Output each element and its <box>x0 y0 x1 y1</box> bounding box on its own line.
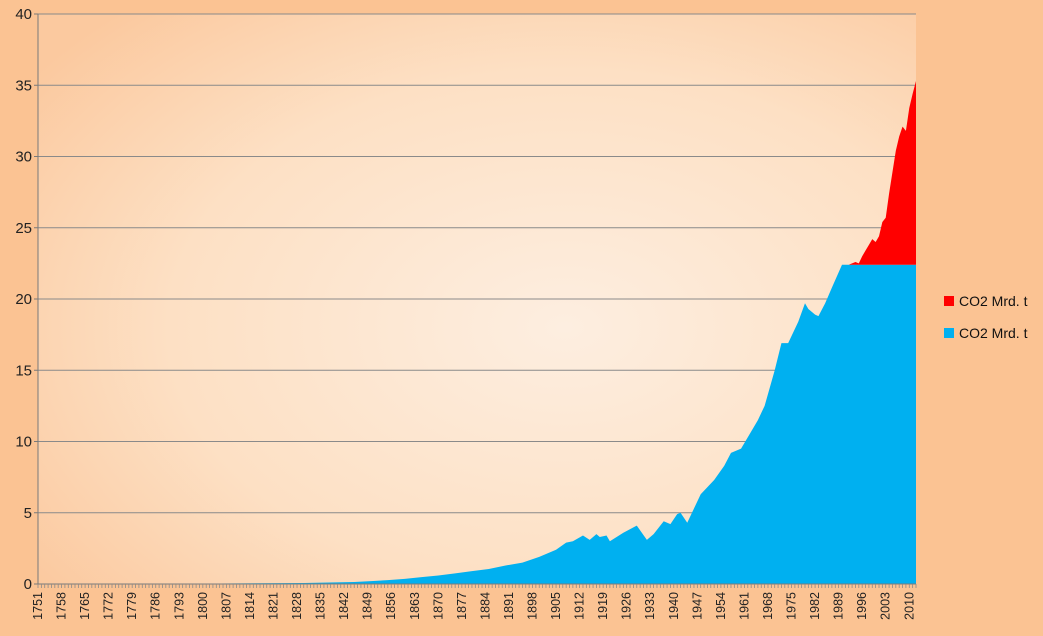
x-tick-label: 1835 <box>314 592 328 620</box>
x-tick-label: 1884 <box>478 592 492 620</box>
x-tick-label: 1849 <box>361 592 375 620</box>
x-tick-label: 1807 <box>219 592 233 620</box>
x-tick-label: 1793 <box>172 592 186 620</box>
y-tick-label: 15 <box>15 362 32 379</box>
x-tick-label: 1828 <box>290 592 304 620</box>
y-tick-label: 5 <box>24 505 32 522</box>
x-tick-label: 1954 <box>714 592 728 620</box>
y-tick-label: 10 <box>15 434 32 451</box>
x-tick-label: 1870 <box>431 592 445 620</box>
x-tick-label: 1905 <box>549 592 563 620</box>
y-tick-label: 40 <box>15 6 32 23</box>
x-tick-label: 1814 <box>243 592 257 620</box>
legend-label: CO2 Mrd. t <box>959 293 1028 309</box>
series-area-red <box>848 80 916 265</box>
legend-swatch <box>944 328 954 338</box>
x-tick-label: 2003 <box>879 592 893 620</box>
x-tick-label: 1926 <box>620 592 634 620</box>
y-tick-label: 25 <box>15 220 32 237</box>
x-tick-label: 1786 <box>149 592 163 620</box>
x-tick-label: 1800 <box>196 592 210 620</box>
legend-swatch <box>944 296 954 306</box>
x-tick-label: 1772 <box>102 592 116 620</box>
x-tick-label: 1975 <box>785 592 799 620</box>
x-tick-label: 1751 <box>31 592 45 620</box>
x-tick-label: 1863 <box>408 592 422 620</box>
x-tick-label: 1842 <box>337 592 351 620</box>
x-tick-label: 1982 <box>808 592 822 620</box>
x-tick-label: 1996 <box>855 592 869 620</box>
x-tick-label: 1758 <box>55 592 69 620</box>
x-tick-label: 1940 <box>667 592 681 620</box>
x-tick-label: 1779 <box>125 592 139 620</box>
legend-label: CO2 Mrd. t <box>959 325 1028 341</box>
x-tick-label: 1821 <box>266 592 280 620</box>
x-tick-label: 1989 <box>832 592 846 620</box>
y-tick-label: 0 <box>24 576 32 593</box>
x-tick-label: 1898 <box>526 592 540 620</box>
x-tick-label: 1912 <box>573 592 587 620</box>
x-tick-label: 1961 <box>737 592 751 620</box>
series-area-blue <box>38 264 916 584</box>
x-tick-label: 1765 <box>78 592 92 620</box>
x-tick-label: 1919 <box>596 592 610 620</box>
y-tick-label: 35 <box>15 77 32 94</box>
y-tick-label: 30 <box>15 149 32 166</box>
x-tick-label: 1877 <box>455 592 469 620</box>
x-tick-label: 1933 <box>643 592 657 620</box>
x-tick-label: 2010 <box>902 592 916 620</box>
y-tick-label: 20 <box>15 291 32 308</box>
x-tick-label: 1856 <box>384 592 398 620</box>
x-tick-label: 1891 <box>502 592 516 620</box>
x-tick-label: 1968 <box>761 592 775 620</box>
x-tick-label: 1947 <box>690 592 704 620</box>
